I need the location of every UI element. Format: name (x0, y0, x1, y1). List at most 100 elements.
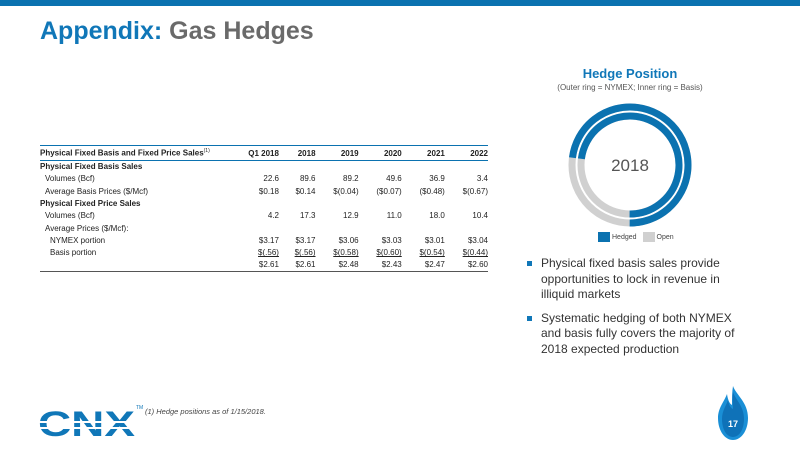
hedge-table: Physical Fixed Basis and Fixed Price Sal… (40, 145, 488, 272)
table-section-row: Physical Fixed Price Sales (40, 197, 488, 209)
key-point-item: Physical fixed basis sales provide oppor… (525, 256, 735, 303)
key-point-text: Systematic hedging of both NYMEX and bas… (541, 310, 735, 356)
table-cell (445, 161, 488, 173)
legend-item-hedged: Hedged (598, 232, 637, 242)
table-cell: 12.9 (343, 211, 359, 221)
donut-center-label: 2018 (611, 156, 649, 175)
legend-swatch-hedged (598, 232, 610, 242)
hedge-position-subtitle: (Outer ring = NYMEX; Inner ring = Basis) (557, 83, 703, 92)
hedge-donut-chart: 2018 (568, 103, 692, 227)
column-header: 2018 (278, 145, 316, 161)
table-cell: $2.47 (401, 258, 445, 272)
page-number: 17 (727, 419, 738, 429)
table-cell: 89.6 (299, 174, 316, 184)
table-row: Average Basis Prices ($/Mcf) $0.18 $0.14 $(… (40, 185, 488, 197)
table-cell (228, 161, 279, 173)
key-points-list: Physical fixed basis sales provide oppor… (525, 256, 735, 365)
table-cell (402, 197, 445, 209)
table-cell: $2.48 (315, 258, 359, 272)
column-header: 2021 (401, 145, 445, 161)
table-cell: $0.18 (258, 186, 279, 196)
table-cell: $3.04 (467, 235, 488, 245)
table-cell: $(0.04) (333, 186, 359, 196)
table-row: NYMEX portion $3.17 $3.17 $3.06 $3.03 $3.01 $3… (40, 234, 488, 246)
table-cell (279, 197, 316, 209)
table-cell: 17.3 (299, 211, 316, 221)
table-row: Average Prices ($/Mcf): (40, 222, 488, 234)
table-cell: $0.14 (295, 186, 316, 196)
table-cell (359, 222, 402, 234)
table-cell (402, 222, 445, 234)
table-cell: $3.06 (338, 235, 359, 245)
table-cell: $(.56) (294, 248, 316, 258)
table-section-row: Physical Fixed Basis Sales (40, 161, 488, 173)
header-label-text: Physical Fixed Basis and Fixed Price Sal… (40, 148, 204, 158)
table-cell: $2.61 (228, 258, 279, 272)
inner-ring-hedged (577, 112, 683, 218)
table-cell: ($0.48) (419, 186, 445, 196)
bullet-square-icon (527, 261, 532, 266)
row-label: NYMEX portion (50, 235, 106, 245)
page-title: Appendix: Gas Hedges (40, 17, 314, 46)
table-cell: $3.17 (258, 235, 279, 245)
hedge-position-title: Hedge Position (582, 66, 678, 81)
table-cell (359, 197, 402, 209)
table-cell: $(0.60) (376, 248, 402, 258)
column-header: 2022 (444, 145, 488, 161)
row-label: Physical Fixed Price Sales (40, 199, 141, 209)
table-cell: $(0.44) (462, 248, 488, 258)
table-cell (445, 197, 488, 209)
key-point-text: Physical fixed basis sales provide oppor… (541, 256, 720, 301)
table-cell: 36.9 (429, 174, 445, 184)
table-cell (316, 222, 359, 234)
legend-swatch-open (642, 232, 655, 242)
row-label: Average Basis Prices ($/Mcf) (45, 186, 148, 196)
legend-item-open: Open (642, 232, 674, 242)
table-cell (228, 222, 279, 234)
table-cell: $3.03 (381, 235, 402, 245)
table-header-label: Physical Fixed Basis and Fixed Price Sal… (40, 145, 228, 161)
table-cell: $(.56) (258, 248, 279, 258)
logo-stripe (38, 427, 136, 429)
table-cell (316, 161, 359, 173)
row-label (40, 258, 228, 272)
table-cell: 3.4 (476, 174, 488, 184)
table-cell: $3.17 (295, 235, 316, 245)
logo-stripe (38, 421, 136, 423)
legend-label-hedged: Hedged (612, 233, 637, 241)
table-cell: 89.2 (343, 174, 359, 184)
row-label: Basis portion (50, 248, 97, 258)
table-cell: $3.01 (424, 235, 445, 245)
header-footnote-marker: (1) (203, 148, 210, 155)
table-cell: 22.6 (263, 174, 279, 184)
table-total-row: $2.61 $2.61 $2.48 $2.43 $2.47 $2.60 (40, 258, 488, 272)
table-cell: 11.0 (386, 211, 402, 221)
page-title-main: Gas Hedges (169, 17, 314, 45)
table-cell: $(0.58) (333, 248, 359, 258)
table-cell: $2.43 (358, 258, 402, 272)
footnote: (1) Hedge positions as of 1/15/2018. (145, 407, 266, 416)
table-cell: $2.61 (278, 258, 316, 272)
table-cell: $(0.54) (419, 248, 445, 258)
table-row: Volumes (Bcf) 4.2 17.3 12.9 11.0 18.0 10.4 (40, 210, 488, 222)
page-title-prefix: Appendix: (40, 17, 163, 45)
row-label: Average Prices ($/Mcf): (45, 223, 129, 233)
cnx-logo: CNX (38, 406, 136, 440)
trademark-mark: TM (136, 405, 144, 411)
bullet-square-icon (527, 315, 532, 321)
table-cell: 4.2 (267, 211, 279, 221)
table-cell (279, 222, 316, 234)
table-cell: 10.4 (472, 211, 488, 221)
table-cell: $(0.67) (462, 186, 488, 196)
table-cell (228, 197, 279, 209)
table-header-row: Physical Fixed Basis and Fixed Price Sal… (40, 145, 488, 161)
row-label: Physical Fixed Basis Sales (40, 162, 143, 172)
top-accent-bar (0, 0, 800, 6)
table-cell (279, 161, 316, 173)
table-cell (316, 197, 359, 209)
table-cell (445, 222, 488, 234)
table-cell (359, 161, 402, 173)
table-cell: 49.6 (386, 174, 402, 184)
key-point-item: Systematic hedging of both NYMEX and bas… (525, 311, 735, 358)
donut-legend: Hedged Open (598, 232, 680, 242)
